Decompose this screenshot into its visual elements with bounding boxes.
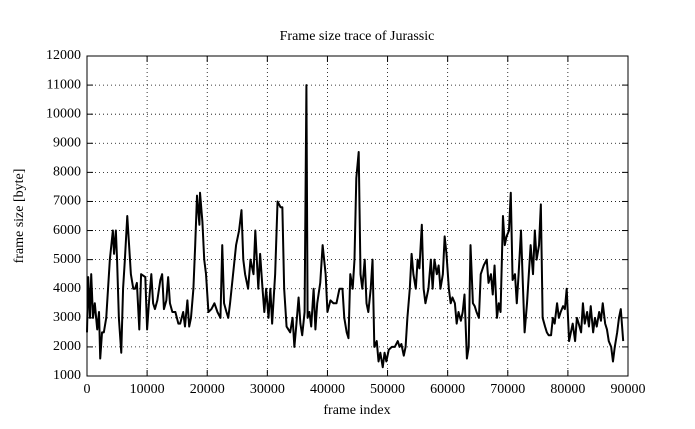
y-tick-label: 1000 (53, 368, 81, 383)
x-tick-label: 20000 (190, 382, 225, 397)
y-tick-label: 10000 (46, 106, 81, 121)
y-tick-label: 2000 (53, 339, 81, 354)
y-tick-label: 6000 (53, 223, 81, 238)
plot-frame (86, 55, 629, 377)
x-tick-label: 40000 (310, 382, 345, 397)
x-tick-label: 70000 (490, 382, 525, 397)
y-tick-label: 3000 (53, 310, 81, 325)
x-tick-label: 90000 (611, 382, 646, 397)
y-tick-label: 7000 (53, 194, 81, 209)
chart-title: Frame size trace of Jurassic (280, 29, 435, 44)
x-tick-label: 60000 (430, 382, 465, 397)
data-line (86, 84, 625, 369)
y-tick-label: 4000 (53, 281, 81, 296)
y-tick-label: 8000 (53, 165, 81, 180)
x-tick-label: 30000 (250, 382, 285, 397)
x-tick-label: 0 (84, 382, 91, 397)
y-tick-label: 12000 (46, 48, 81, 63)
x-tick-label: 10000 (130, 382, 165, 397)
y-tick-label: 9000 (53, 135, 81, 150)
x-axis-label: frame index (323, 403, 390, 418)
y-tick-label: 11000 (47, 77, 81, 92)
y-tick-label: 5000 (53, 252, 81, 267)
y-axis-label: frame size [byte] (12, 169, 27, 264)
x-tick-label: 80000 (550, 382, 585, 397)
x-tick-label: 50000 (370, 382, 405, 397)
